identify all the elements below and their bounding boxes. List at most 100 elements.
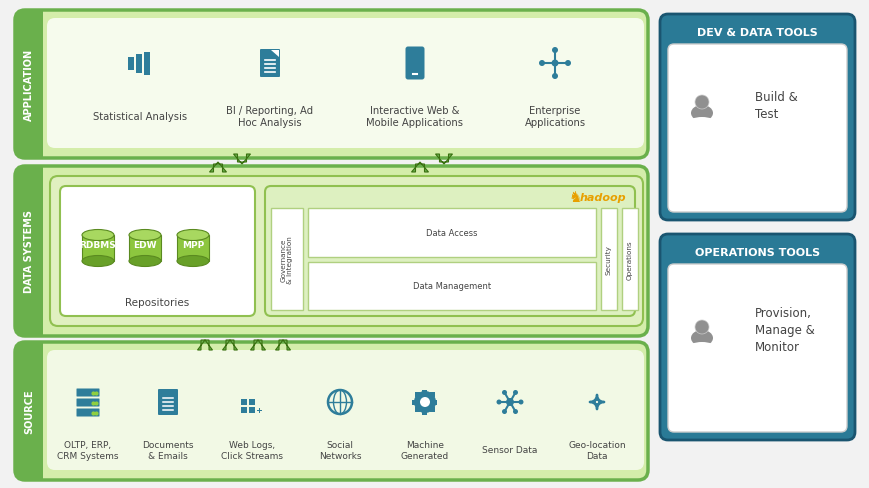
Bar: [308, 208, 595, 257]
Bar: [429, 393, 434, 398]
Text: Sensor Data: Sensor Data: [481, 446, 537, 454]
Circle shape: [513, 390, 517, 395]
Polygon shape: [435, 155, 452, 164]
Bar: [308, 262, 595, 310]
Text: Repositories: Repositories: [125, 297, 189, 307]
FancyBboxPatch shape: [667, 45, 846, 213]
FancyBboxPatch shape: [15, 11, 647, 159]
Ellipse shape: [687, 342, 715, 354]
Text: OLTP, ERP,
CRM Systems: OLTP, ERP, CRM Systems: [57, 440, 118, 460]
Text: APPLICATION: APPLICATION: [24, 49, 34, 121]
FancyBboxPatch shape: [15, 167, 43, 336]
Ellipse shape: [687, 118, 715, 130]
Bar: [412, 400, 417, 405]
Circle shape: [501, 409, 507, 414]
FancyBboxPatch shape: [47, 19, 643, 149]
Circle shape: [694, 320, 708, 334]
Text: Build &
Test: Build & Test: [754, 91, 797, 121]
FancyBboxPatch shape: [76, 399, 99, 407]
FancyBboxPatch shape: [260, 50, 280, 78]
FancyBboxPatch shape: [667, 264, 846, 432]
Text: SOURCE: SOURCE: [24, 389, 34, 433]
FancyBboxPatch shape: [15, 11, 43, 159]
Ellipse shape: [129, 256, 161, 267]
Polygon shape: [197, 340, 212, 350]
Bar: [29, 342, 43, 480]
Bar: [415, 393, 420, 398]
Circle shape: [551, 48, 557, 54]
Text: EDW: EDW: [133, 241, 156, 250]
Bar: [415, 407, 420, 412]
Text: hadoop: hadoop: [579, 193, 626, 203]
Bar: [241, 407, 247, 413]
Text: RDBMS: RDBMS: [80, 241, 116, 250]
Text: Web Logs,
Click Streams: Web Logs, Click Streams: [221, 440, 282, 460]
Circle shape: [551, 61, 558, 67]
Text: Enterprise
Applications: Enterprise Applications: [524, 105, 585, 128]
FancyBboxPatch shape: [15, 167, 647, 336]
Text: Governance
& Integration: Governance & Integration: [280, 236, 293, 284]
Ellipse shape: [82, 230, 114, 241]
Circle shape: [513, 409, 517, 414]
Polygon shape: [250, 340, 265, 350]
Bar: [128, 58, 134, 70]
Ellipse shape: [176, 256, 209, 267]
Circle shape: [506, 398, 514, 406]
Bar: [432, 400, 437, 405]
Text: DEV & DATA TOOLS: DEV & DATA TOOLS: [696, 28, 817, 38]
Text: Social
Networks: Social Networks: [318, 440, 361, 460]
Text: BI / Reporting, Ad
Hoc Analysis: BI / Reporting, Ad Hoc Analysis: [226, 105, 313, 128]
FancyBboxPatch shape: [47, 350, 643, 470]
Bar: [270, 208, 302, 310]
Text: DATA SYSTEMS: DATA SYSTEMS: [24, 210, 34, 293]
Polygon shape: [209, 163, 226, 173]
Circle shape: [551, 74, 557, 80]
Text: Interactive Web &
Mobile Applications: Interactive Web & Mobile Applications: [366, 105, 463, 128]
Bar: [422, 409, 427, 415]
FancyBboxPatch shape: [60, 186, 255, 316]
Ellipse shape: [129, 230, 161, 241]
Bar: [422, 390, 427, 395]
Text: Geo-location
Data: Geo-location Data: [567, 440, 625, 460]
FancyBboxPatch shape: [405, 47, 424, 81]
FancyBboxPatch shape: [76, 389, 99, 397]
Polygon shape: [275, 340, 290, 350]
Circle shape: [501, 390, 507, 395]
Circle shape: [496, 400, 501, 405]
Bar: [621, 208, 637, 310]
Circle shape: [694, 96, 708, 110]
Bar: [429, 407, 434, 412]
Polygon shape: [270, 51, 279, 58]
Text: Operations: Operations: [627, 240, 633, 279]
FancyBboxPatch shape: [76, 408, 99, 417]
Text: OPERATIONS TOOLS: OPERATIONS TOOLS: [694, 247, 819, 258]
Text: ♞: ♞: [567, 190, 581, 205]
Polygon shape: [411, 163, 428, 173]
FancyBboxPatch shape: [265, 186, 634, 316]
Text: Statistical Analysis: Statistical Analysis: [93, 112, 187, 122]
Text: Data Access: Data Access: [426, 228, 477, 237]
FancyBboxPatch shape: [50, 177, 642, 326]
Bar: [600, 208, 616, 310]
Circle shape: [420, 397, 429, 407]
Polygon shape: [222, 340, 237, 350]
Ellipse shape: [690, 330, 713, 346]
Bar: [241, 399, 247, 405]
FancyBboxPatch shape: [15, 342, 647, 480]
Text: Documents
& Emails: Documents & Emails: [143, 440, 194, 460]
Polygon shape: [233, 155, 250, 164]
Circle shape: [414, 391, 435, 413]
Bar: [249, 407, 255, 413]
Bar: [256, 410, 262, 411]
FancyBboxPatch shape: [660, 235, 854, 440]
FancyBboxPatch shape: [15, 342, 43, 480]
Bar: [29, 167, 43, 336]
Circle shape: [564, 61, 570, 67]
Bar: [136, 54, 142, 73]
Ellipse shape: [176, 230, 209, 241]
Bar: [129, 236, 161, 262]
Bar: [259, 408, 260, 413]
Text: Provision,
Manage &
Monitor: Provision, Manage & Monitor: [754, 307, 813, 354]
Text: MPP: MPP: [182, 241, 204, 250]
Ellipse shape: [82, 256, 114, 267]
